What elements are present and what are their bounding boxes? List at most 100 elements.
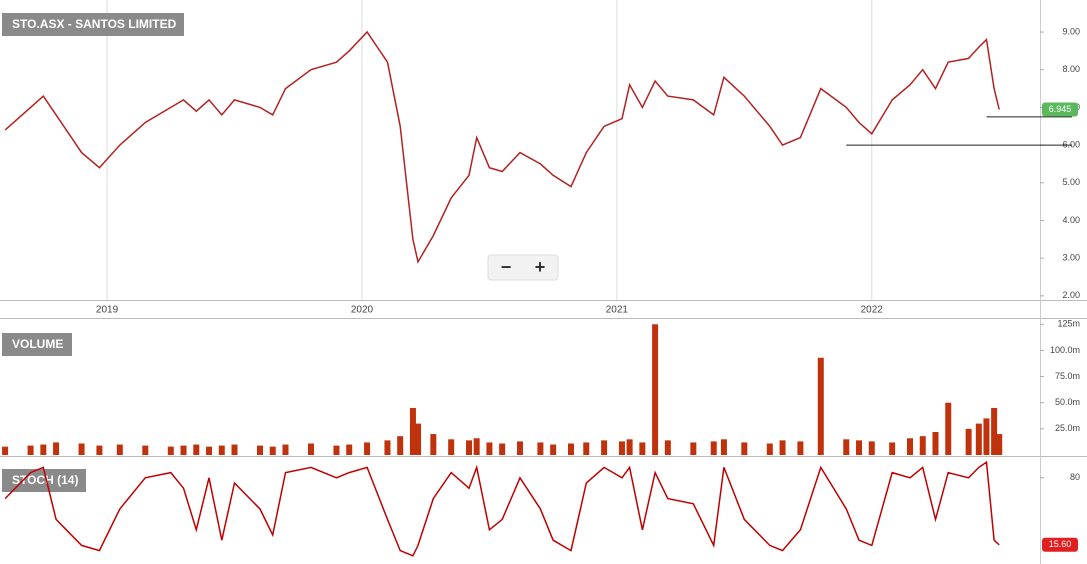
stoch-label: STOCH (14): [2, 469, 86, 492]
volume-bar: [384, 440, 391, 455]
volume-bar: [932, 431, 939, 455]
volume-bar: [415, 423, 422, 455]
volume-bar: [797, 441, 804, 455]
price-line: [4, 460, 1000, 557]
volume-bar: [27, 445, 34, 455]
volume-bar: [193, 444, 200, 455]
volume-bar: [231, 444, 238, 455]
volume-bar: [96, 445, 103, 455]
volume-bar: [567, 443, 574, 455]
volume-bar: [116, 444, 123, 455]
last-value-box: [1042, 537, 1078, 552]
volume-bar: [907, 438, 913, 455]
zoom-out[interactable]: −: [501, 257, 512, 277]
volume-bar: [486, 442, 493, 455]
y-tick-label: 5.00: [1062, 177, 1080, 187]
x-tick-label: 2019: [96, 305, 119, 316]
volume-bar: [499, 443, 506, 455]
volume-bar: [965, 428, 972, 455]
volume-bar: [333, 445, 340, 455]
y-tick-label: 75.0m: [1055, 371, 1080, 381]
volume-bar: [40, 444, 47, 455]
volume-bar: [2, 446, 9, 455]
volume-bar: [601, 440, 608, 455]
x-tick-label: 2022: [861, 305, 884, 316]
panel-title: VOLUME: [12, 337, 63, 351]
volume-bar: [257, 445, 263, 455]
volume-bar: [618, 441, 625, 455]
volume-bar: [639, 442, 646, 455]
back-layer: [106, 0, 873, 300]
y-tick-label: 125m: [1057, 319, 1080, 329]
x-tick-label: 2021: [606, 305, 629, 316]
last-value-label: 6.945: [1049, 104, 1072, 114]
volume-bar: [537, 442, 544, 455]
label-bg: [2, 469, 86, 492]
volume-bar: [856, 440, 863, 455]
volume-bar: [53, 442, 60, 455]
zoom-bar: [487, 254, 559, 281]
last-value-box: [1042, 102, 1078, 117]
volume-bar: [945, 402, 952, 455]
y-tick-label: 4.00: [1062, 215, 1080, 225]
volume-bar: [996, 434, 1003, 455]
volume-bar: [991, 407, 998, 455]
y-tick-label: 80: [1070, 472, 1080, 482]
zoom-in[interactable]: +: [535, 257, 546, 277]
volume-bar: [167, 446, 174, 455]
volume-bar: [983, 418, 990, 455]
volume-bar: [364, 442, 371, 455]
volume-bar: [409, 407, 416, 455]
volume-bar: [766, 443, 773, 455]
volume-bar: [652, 324, 659, 455]
volume-bar: [397, 436, 404, 455]
volume-bar: [142, 445, 149, 455]
volume-bar: [779, 440, 786, 455]
volume-bar: [664, 440, 671, 455]
volume-bar: [466, 440, 473, 455]
last-value-label: 15.60: [1049, 539, 1072, 549]
price-line: [4, 30, 1000, 264]
volume-bar: [448, 439, 455, 455]
y-tick-label: 25.0m: [1055, 423, 1080, 433]
volume-bar: [583, 442, 590, 455]
volume-bar: [975, 423, 982, 455]
volume-bar: [720, 439, 727, 455]
y-tick-label: 3.00: [1062, 253, 1080, 263]
y-tick-label: 6.00: [1062, 139, 1080, 149]
volume-bar: [346, 444, 353, 455]
volume-bar: [843, 439, 850, 455]
y-tick-label: 9.00: [1062, 26, 1080, 36]
volume-bar: [269, 446, 276, 455]
volume-bar: [741, 442, 748, 455]
y-tick-label: 2.00: [1062, 290, 1080, 300]
volume-bar: [626, 439, 633, 455]
volume-bar: [517, 441, 523, 455]
volume-bar: [919, 436, 926, 455]
volume-label: VOLUME: [2, 333, 72, 356]
volume-bar: [690, 442, 697, 455]
label-bg: [2, 13, 184, 36]
x-tick-label: 2020: [351, 305, 374, 316]
volume-bar: [430, 434, 437, 455]
volume-bar: [180, 445, 187, 455]
volume-bar: [282, 444, 289, 455]
volume-bar: [218, 445, 225, 455]
volume-bar: [817, 357, 824, 455]
volume-bar: [206, 446, 213, 455]
panel-title: STOCH (14): [12, 473, 78, 487]
panel-title: STO.ASX - SANTOS LIMITED: [12, 17, 177, 31]
y-tick-label: 50.0m: [1055, 397, 1080, 407]
label-bg: [2, 333, 72, 356]
y-tick-label: 100.0m: [1050, 345, 1080, 355]
volume-bar: [710, 441, 717, 455]
volume-bar: [78, 443, 85, 455]
volume-bar: [889, 442, 896, 455]
y-tick-label: 8.00: [1062, 64, 1080, 74]
volume-bar: [473, 438, 480, 455]
price-label: STO.ASX - SANTOS LIMITED: [2, 13, 184, 36]
volume-bar: [550, 444, 557, 455]
volume-bar: [868, 441, 875, 455]
